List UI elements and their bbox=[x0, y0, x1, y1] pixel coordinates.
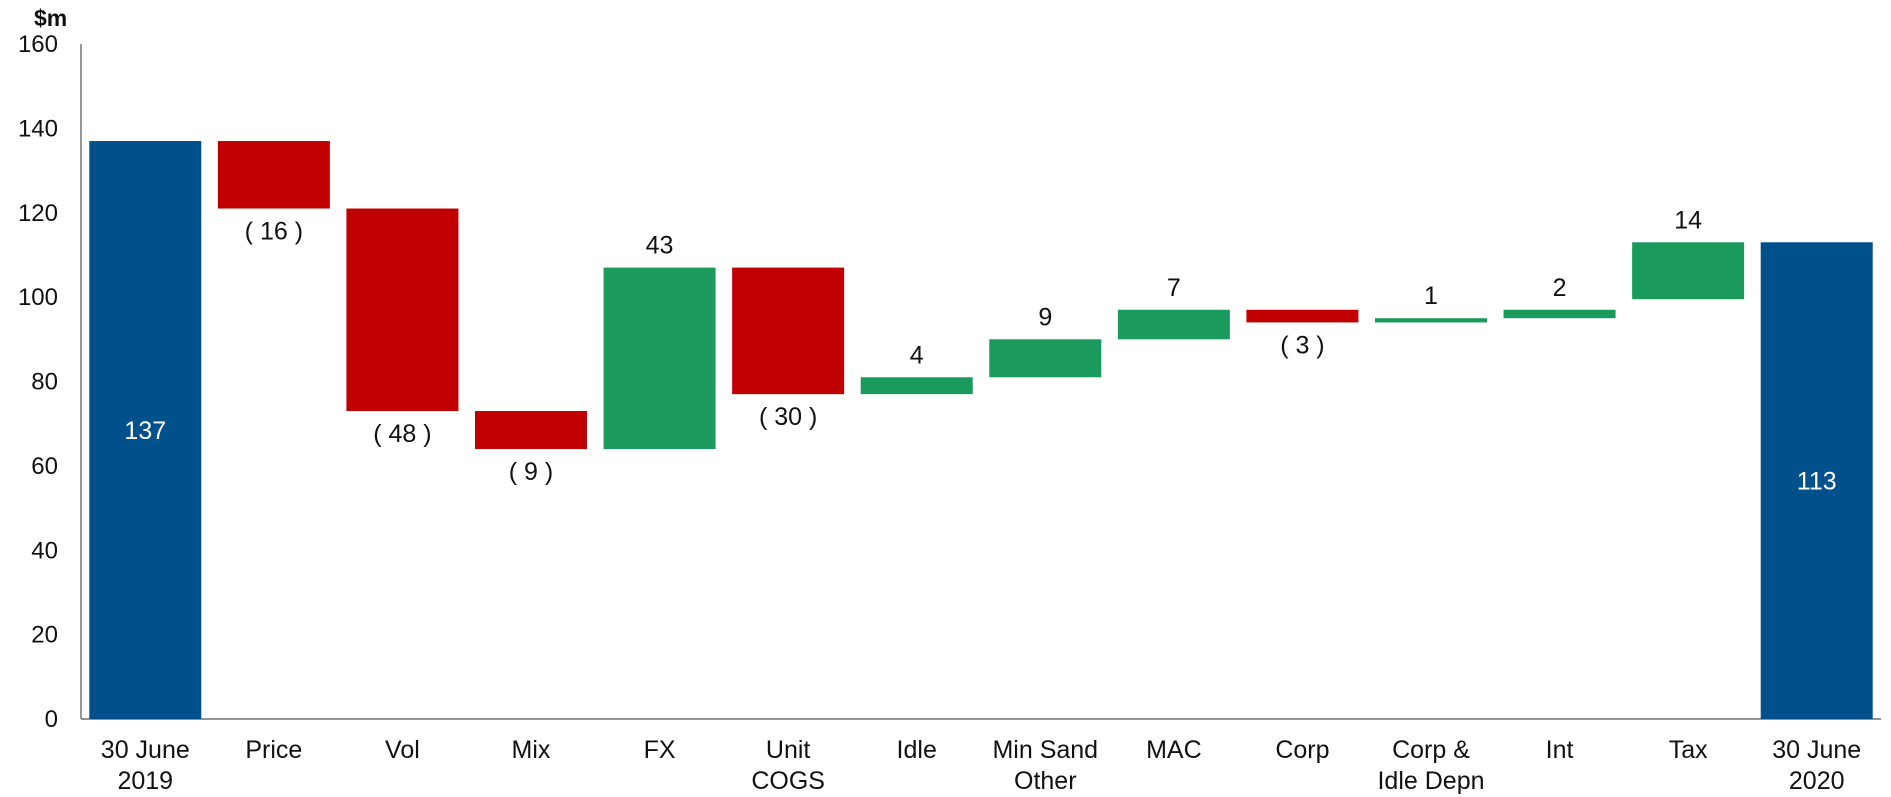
bar-value-label: 113 bbox=[1797, 468, 1837, 496]
category-labels: 30 June 2019 Price Vol Mix FX Unit COGS Idle Min … bbox=[101, 736, 1861, 795]
total-bar bbox=[89, 141, 202, 719]
decrease-bar bbox=[1246, 309, 1359, 323]
increase-bar bbox=[1632, 242, 1745, 300]
bar-value-label: 137 bbox=[124, 417, 166, 445]
category-label: Price bbox=[245, 736, 302, 764]
y-tick-label: 60 bbox=[31, 453, 58, 480]
category-label: Unit COGS bbox=[751, 736, 825, 795]
decrease-bar bbox=[217, 141, 330, 209]
y-tick-label: 40 bbox=[31, 537, 58, 564]
bar-value-label: 2 bbox=[1553, 274, 1567, 302]
category-label: Mix bbox=[512, 736, 551, 764]
category-label: 30 June 2019 bbox=[101, 736, 190, 795]
bar-value-label: 4 bbox=[910, 341, 924, 369]
increase-bar bbox=[1503, 309, 1616, 319]
bar-value-label: ( 9 ) bbox=[509, 458, 553, 486]
y-tick-label: 140 bbox=[18, 115, 58, 142]
bar-value-label: 7 bbox=[1167, 274, 1181, 302]
y-tick-label: 0 bbox=[45, 706, 58, 733]
decrease-bar bbox=[475, 411, 587, 449]
category-label: Min Sand Other bbox=[992, 736, 1098, 795]
y-tick-label: 100 bbox=[18, 284, 58, 311]
decrease-bar bbox=[346, 208, 459, 412]
y-tick-label: 120 bbox=[18, 200, 58, 227]
y-tick-label: 20 bbox=[31, 622, 58, 649]
category-label: Vol bbox=[385, 736, 420, 764]
bar-value-label: ( 3 ) bbox=[1280, 331, 1324, 359]
bar-value-label: ( 48 ) bbox=[373, 420, 431, 448]
increase-bar bbox=[603, 267, 716, 449]
category-label: Int bbox=[1546, 736, 1574, 764]
bar-value-label: ( 16 ) bbox=[245, 218, 303, 246]
data-labels: 137 ( 16 ) ( 48 ) ( 9 ) 43 ( 30 ) 4 9 7 ( 3 ) 1 2 14… bbox=[124, 206, 1836, 495]
increase-bar bbox=[1375, 318, 1487, 323]
y-tick-label: 160 bbox=[18, 31, 58, 58]
y-axis-unit-label: $m bbox=[34, 5, 67, 31]
y-tick-label: 80 bbox=[31, 369, 58, 396]
bar-value-label: 43 bbox=[646, 232, 674, 260]
category-label: MAC bbox=[1146, 736, 1202, 764]
category-label: Corp & Idle Depn bbox=[1377, 736, 1484, 795]
increase-bar bbox=[860, 377, 973, 395]
bars bbox=[89, 141, 1873, 719]
category-label: 30 June 2020 bbox=[1772, 736, 1861, 795]
category-label: Idle bbox=[897, 736, 937, 764]
bar-value-label: 1 bbox=[1424, 282, 1438, 310]
category-label: Tax bbox=[1669, 736, 1708, 764]
bar-value-label: 14 bbox=[1674, 206, 1702, 234]
increase-bar bbox=[1117, 309, 1230, 340]
category-label: Corp bbox=[1275, 736, 1329, 764]
bar-value-label: 9 bbox=[1038, 303, 1052, 331]
category-label: FX bbox=[644, 736, 676, 764]
decrease-bar bbox=[732, 267, 845, 395]
total-bar bbox=[1760, 242, 1873, 719]
bar-value-label: ( 30 ) bbox=[759, 403, 817, 431]
axes: 0 20 40 60 80 100 120 140 160$m bbox=[18, 5, 1881, 733]
increase-bar bbox=[989, 339, 1102, 378]
